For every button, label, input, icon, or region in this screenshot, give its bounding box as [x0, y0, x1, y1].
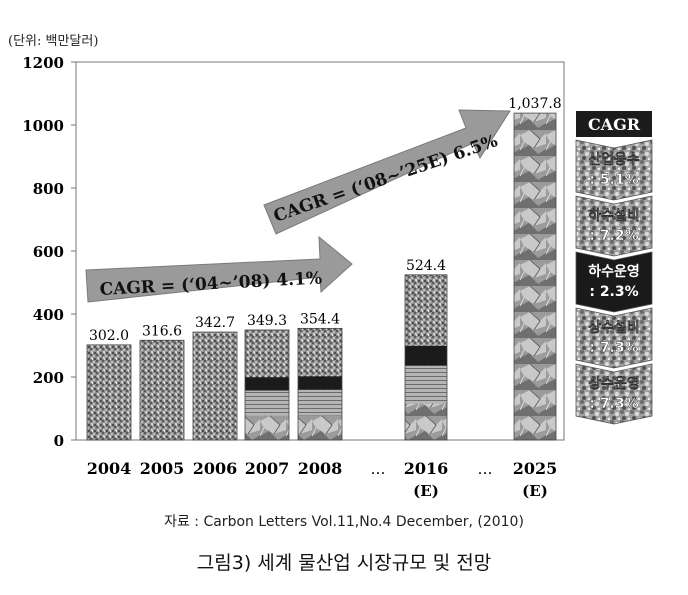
- unit-label: (단위: 백만달러): [8, 34, 99, 49]
- legend-entry-3: 하수운영 : 2.3%: [575, 251, 653, 313]
- cagr-arrow-2-shape: [263, 109, 511, 235]
- value-label-2006: 342.7: [195, 315, 235, 331]
- bar-segment: [298, 389, 342, 416]
- x-tick-label-2025: 2025: [513, 459, 558, 478]
- bar-segment: [405, 345, 447, 366]
- bar-2007: [244, 329, 290, 441]
- x-sublabel-2016: (E): [413, 482, 439, 500]
- y-axis: 0 200 400 600 800 1000 1200: [22, 54, 76, 450]
- legend-entry-2: 하수설비 : 7.2%: [575, 195, 653, 257]
- x-tick-label-2006: 2006: [193, 459, 238, 478]
- bar-2006: [192, 331, 238, 441]
- legend-entry-value: : 7.3%: [589, 340, 638, 356]
- bar-outline: [86, 344, 132, 441]
- x-tick-label-2008: 2008: [298, 459, 343, 478]
- x-axis: 2004 2005 2006 2007 2008 2016 (E) 2025 (E): [87, 459, 558, 500]
- legend-entry-value: : 2.3%: [589, 284, 638, 300]
- y-tick-label: 0: [54, 432, 64, 450]
- value-label-2025: 1,037.8: [508, 96, 561, 112]
- bar-segment: [405, 403, 447, 440]
- legend-title-box: CAGR: [576, 111, 652, 137]
- value-label-2008: 354.4: [300, 311, 340, 327]
- y-tick-label: 1000: [22, 117, 64, 135]
- legend-entry-name: 상수운영: [588, 375, 640, 392]
- y-tick-label: 400: [33, 306, 64, 324]
- legend-entry-name: 산업용수: [588, 151, 640, 168]
- bar-2016: [404, 274, 448, 441]
- bar-outline: [139, 339, 185, 441]
- cagr-arrow-1-shape: [85, 235, 353, 303]
- legend-entry-value: : 7.2%: [589, 228, 638, 244]
- source-note: 자료 : Carbon Letters Vol.11,No.4 December…: [164, 514, 524, 530]
- x-tick-label-2004: 2004: [87, 459, 132, 478]
- value-label-2005: 316.6: [142, 323, 182, 339]
- x-ellipsis-1: …: [371, 460, 386, 478]
- value-label-2007: 349.3: [247, 313, 287, 329]
- bar-segment: [245, 390, 289, 416]
- bar-segment: [245, 377, 289, 391]
- y-tick-label: 1200: [22, 54, 64, 72]
- bar-fill: [140, 340, 184, 440]
- legend-entry-name: 상수설비: [588, 320, 640, 336]
- bar-fill: [514, 113, 556, 440]
- bar-outline: [192, 331, 238, 441]
- bar-segment: [245, 415, 289, 440]
- legend-entry-bg: [575, 139, 653, 201]
- bar-2025: [513, 112, 557, 441]
- bar-fill: [193, 332, 237, 440]
- market-size-chart: 0 200 400 600 800 1000 1200 302.0 316.6 342.7 349…: [22, 54, 653, 500]
- x-tick-label-2016: 2016: [404, 459, 449, 478]
- bar-outline: [404, 274, 448, 441]
- legend-entry-name: 하수운영: [588, 263, 640, 280]
- x-tick-label-2007: 2007: [245, 459, 290, 478]
- figure-caption: 그림3) 세계 물산업 시장규모 및 전망: [196, 552, 492, 574]
- x-tick-label-2005: 2005: [140, 459, 185, 478]
- bar-segment: [405, 365, 447, 404]
- legend-entry-bg: [575, 251, 653, 313]
- cagr-arrow-1: CAGR = (‘04~’08) 4.1%: [85, 235, 353, 303]
- bar-fill: [87, 344, 131, 440]
- legend-entry-1: 산업용수 : 5.1%: [575, 139, 653, 201]
- bar-2005: [139, 339, 185, 441]
- legend-entry-bg: [575, 363, 653, 425]
- bar-2004: [86, 344, 132, 441]
- legend-title: CAGR: [588, 115, 641, 134]
- cagr-arrow-2: CAGR = (‘08~’25E) 6.5%: [263, 109, 511, 235]
- bar-outline: [513, 112, 557, 441]
- x-ellipsis-2: …: [478, 460, 493, 478]
- legend-entry-name: 하수설비: [588, 207, 640, 224]
- legend-title-bg: [576, 111, 652, 137]
- bar-segment: [298, 376, 342, 390]
- y-tick-label: 600: [33, 243, 64, 261]
- value-label-2004: 302.0: [89, 328, 129, 344]
- bars: [86, 112, 557, 441]
- y-tick-label: 200: [33, 369, 64, 387]
- bar-outline: [297, 327, 343, 441]
- bar-2008: [297, 327, 343, 441]
- legend-entry-value: : 5.1%: [589, 172, 638, 188]
- legend-entry-4: 상수설비 : 7.3%: [575, 307, 653, 369]
- bar-outline: [244, 329, 290, 441]
- legend-entry-5: 상수운영 : 7.3%: [575, 363, 653, 425]
- legend-entry-bg: [575, 195, 653, 257]
- legend-entry-value: : 7.3%: [589, 396, 638, 412]
- legend-entry-bg: [575, 307, 653, 369]
- value-label-2016: 524.4: [406, 258, 446, 274]
- bar-segment: [298, 415, 342, 440]
- y-tick-label: 800: [33, 180, 64, 198]
- value-labels: 302.0 316.6 342.7 349.3 354.4 524.4 1,037.8: [89, 96, 562, 344]
- cagr-legend: CAGR 산업용수 : 5.1% 하수설비 : 7.2% 하수운영 : 2.3% 상수설비 : …: [575, 111, 653, 425]
- cagr-arrow-2-label: CAGR = (‘08~’25E) 6.5%: [271, 131, 500, 227]
- x-sublabel-2025: (E): [522, 482, 548, 500]
